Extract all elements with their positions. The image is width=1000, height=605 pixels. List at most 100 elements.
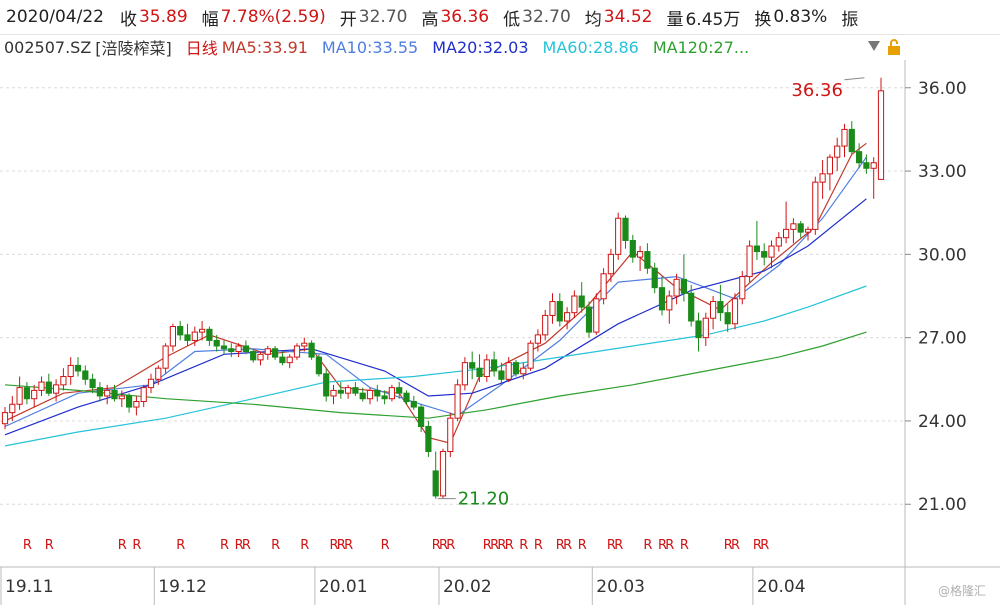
r-marker: R	[432, 538, 441, 553]
candle-up	[549, 301, 556, 316]
quote-date: 2020/04/22	[6, 7, 104, 27]
x-tick-label: 20.02	[443, 577, 492, 597]
r-marker: R	[563, 538, 572, 553]
r-marker: R	[300, 538, 309, 553]
turnover-label: 换	[754, 9, 772, 30]
candle-up	[162, 345, 169, 369]
candle-down	[651, 267, 658, 289]
r-marker: R	[23, 538, 32, 553]
candle-down	[374, 389, 381, 397]
candle-down	[724, 312, 731, 325]
turnover-value: 0.83%	[773, 7, 828, 27]
candle-down	[126, 395, 133, 408]
ma-line-ma10	[4, 156, 867, 428]
candle-up	[673, 278, 680, 297]
x-tick-label: 19.11	[5, 577, 54, 597]
close-value: 35.89	[138, 7, 188, 27]
lock-icon[interactable]	[886, 38, 902, 56]
r-marker: R	[665, 538, 674, 553]
candle-up	[534, 334, 541, 344]
candle-down	[89, 378, 96, 389]
candle-up	[702, 317, 709, 339]
close-label: 收	[119, 9, 137, 30]
candle-up	[286, 356, 293, 364]
candle-up	[366, 389, 374, 400]
r-marker: R	[505, 538, 514, 553]
candle-down	[23, 387, 30, 400]
candle-up	[439, 450, 447, 497]
candle-up	[454, 384, 461, 419]
avg-value: 34.52	[603, 7, 653, 27]
candle-up	[155, 367, 162, 380]
candle-up	[483, 359, 490, 378]
candle-down	[658, 287, 666, 311]
amplitude-value: 7.78%(2.59)	[220, 7, 326, 27]
candle-up	[710, 301, 717, 319]
candle-down	[753, 245, 760, 253]
watermark: @格隆汇	[937, 584, 986, 598]
candle-down	[688, 292, 695, 322]
candle-down	[403, 392, 410, 403]
r-marker: R	[556, 538, 565, 553]
candle-down	[491, 359, 498, 372]
candle-down	[242, 345, 250, 353]
y-tick-label: 33.00	[918, 162, 967, 182]
candle-up	[169, 326, 177, 347]
candle-up	[199, 328, 206, 333]
candle-down	[279, 356, 286, 364]
open-value: 32.70	[358, 7, 408, 27]
candlestick-chart[interactable]: 36.00 33.00 30.00 27.00 24.00 21.00 19.11 19.12…	[0, 60, 1000, 605]
candle-up	[593, 298, 600, 333]
candle-up	[447, 417, 454, 452]
r-marker: R	[176, 538, 185, 553]
candle-down	[359, 392, 366, 400]
candle-up	[330, 389, 337, 397]
candle-up	[783, 228, 790, 239]
candle-down	[418, 406, 425, 427]
r-marker: R	[118, 538, 127, 553]
r-marker: R	[337, 538, 346, 553]
r-marker: R	[680, 538, 689, 553]
x-tick-label: 20.03	[596, 577, 645, 597]
candle-down	[45, 381, 52, 394]
r-marker: R	[724, 538, 733, 553]
candle-up	[834, 145, 841, 158]
candle-up	[542, 314, 549, 336]
candle-up	[345, 387, 352, 394]
candle-up	[104, 389, 111, 397]
candle-up	[870, 162, 877, 169]
menu-triangle-icon[interactable]	[866, 38, 882, 54]
r-marker: R	[220, 538, 229, 553]
candle-up	[571, 295, 578, 314]
candle-down	[323, 373, 330, 397]
x-tick-label: 19.12	[158, 577, 207, 597]
r-marker: R	[731, 538, 740, 553]
r-marker: R	[753, 538, 762, 553]
candle-down	[469, 362, 476, 369]
candle-up	[607, 253, 614, 275]
candle-up	[527, 342, 534, 369]
y-tick-label: 30.00	[918, 245, 967, 265]
quote-info-bar: 2020/04/22 收 35.89 幅 7.78%(2.59) 开 32.70…	[0, 0, 1000, 35]
candle-down	[498, 370, 505, 380]
ma-legend-bar: 002507.SZ [涪陵榨菜] 日线 MA5:33.91 MA10:33.55…	[0, 35, 905, 59]
low-value: 32.70	[522, 7, 571, 27]
candle-up	[826, 156, 833, 175]
candle-up	[615, 217, 622, 255]
candle-up	[38, 381, 45, 391]
candle-up	[301, 342, 308, 347]
candle-up	[257, 353, 264, 361]
candle-down	[512, 362, 520, 375]
candle-up	[31, 389, 38, 400]
r-marker: R	[483, 538, 492, 553]
y-tick-label: 27.00	[918, 329, 967, 349]
candle-down	[629, 239, 636, 258]
period-label[interactable]: 日线	[185, 39, 218, 58]
stock-code: 002507.SZ	[4, 37, 92, 57]
low-marker-label: 21.20	[458, 489, 510, 510]
candle-down	[556, 301, 563, 322]
ma20-legend: MA20:32.03	[432, 37, 529, 57]
candle-down	[863, 162, 870, 169]
candle-up	[877, 90, 885, 180]
candle-down	[337, 389, 344, 394]
